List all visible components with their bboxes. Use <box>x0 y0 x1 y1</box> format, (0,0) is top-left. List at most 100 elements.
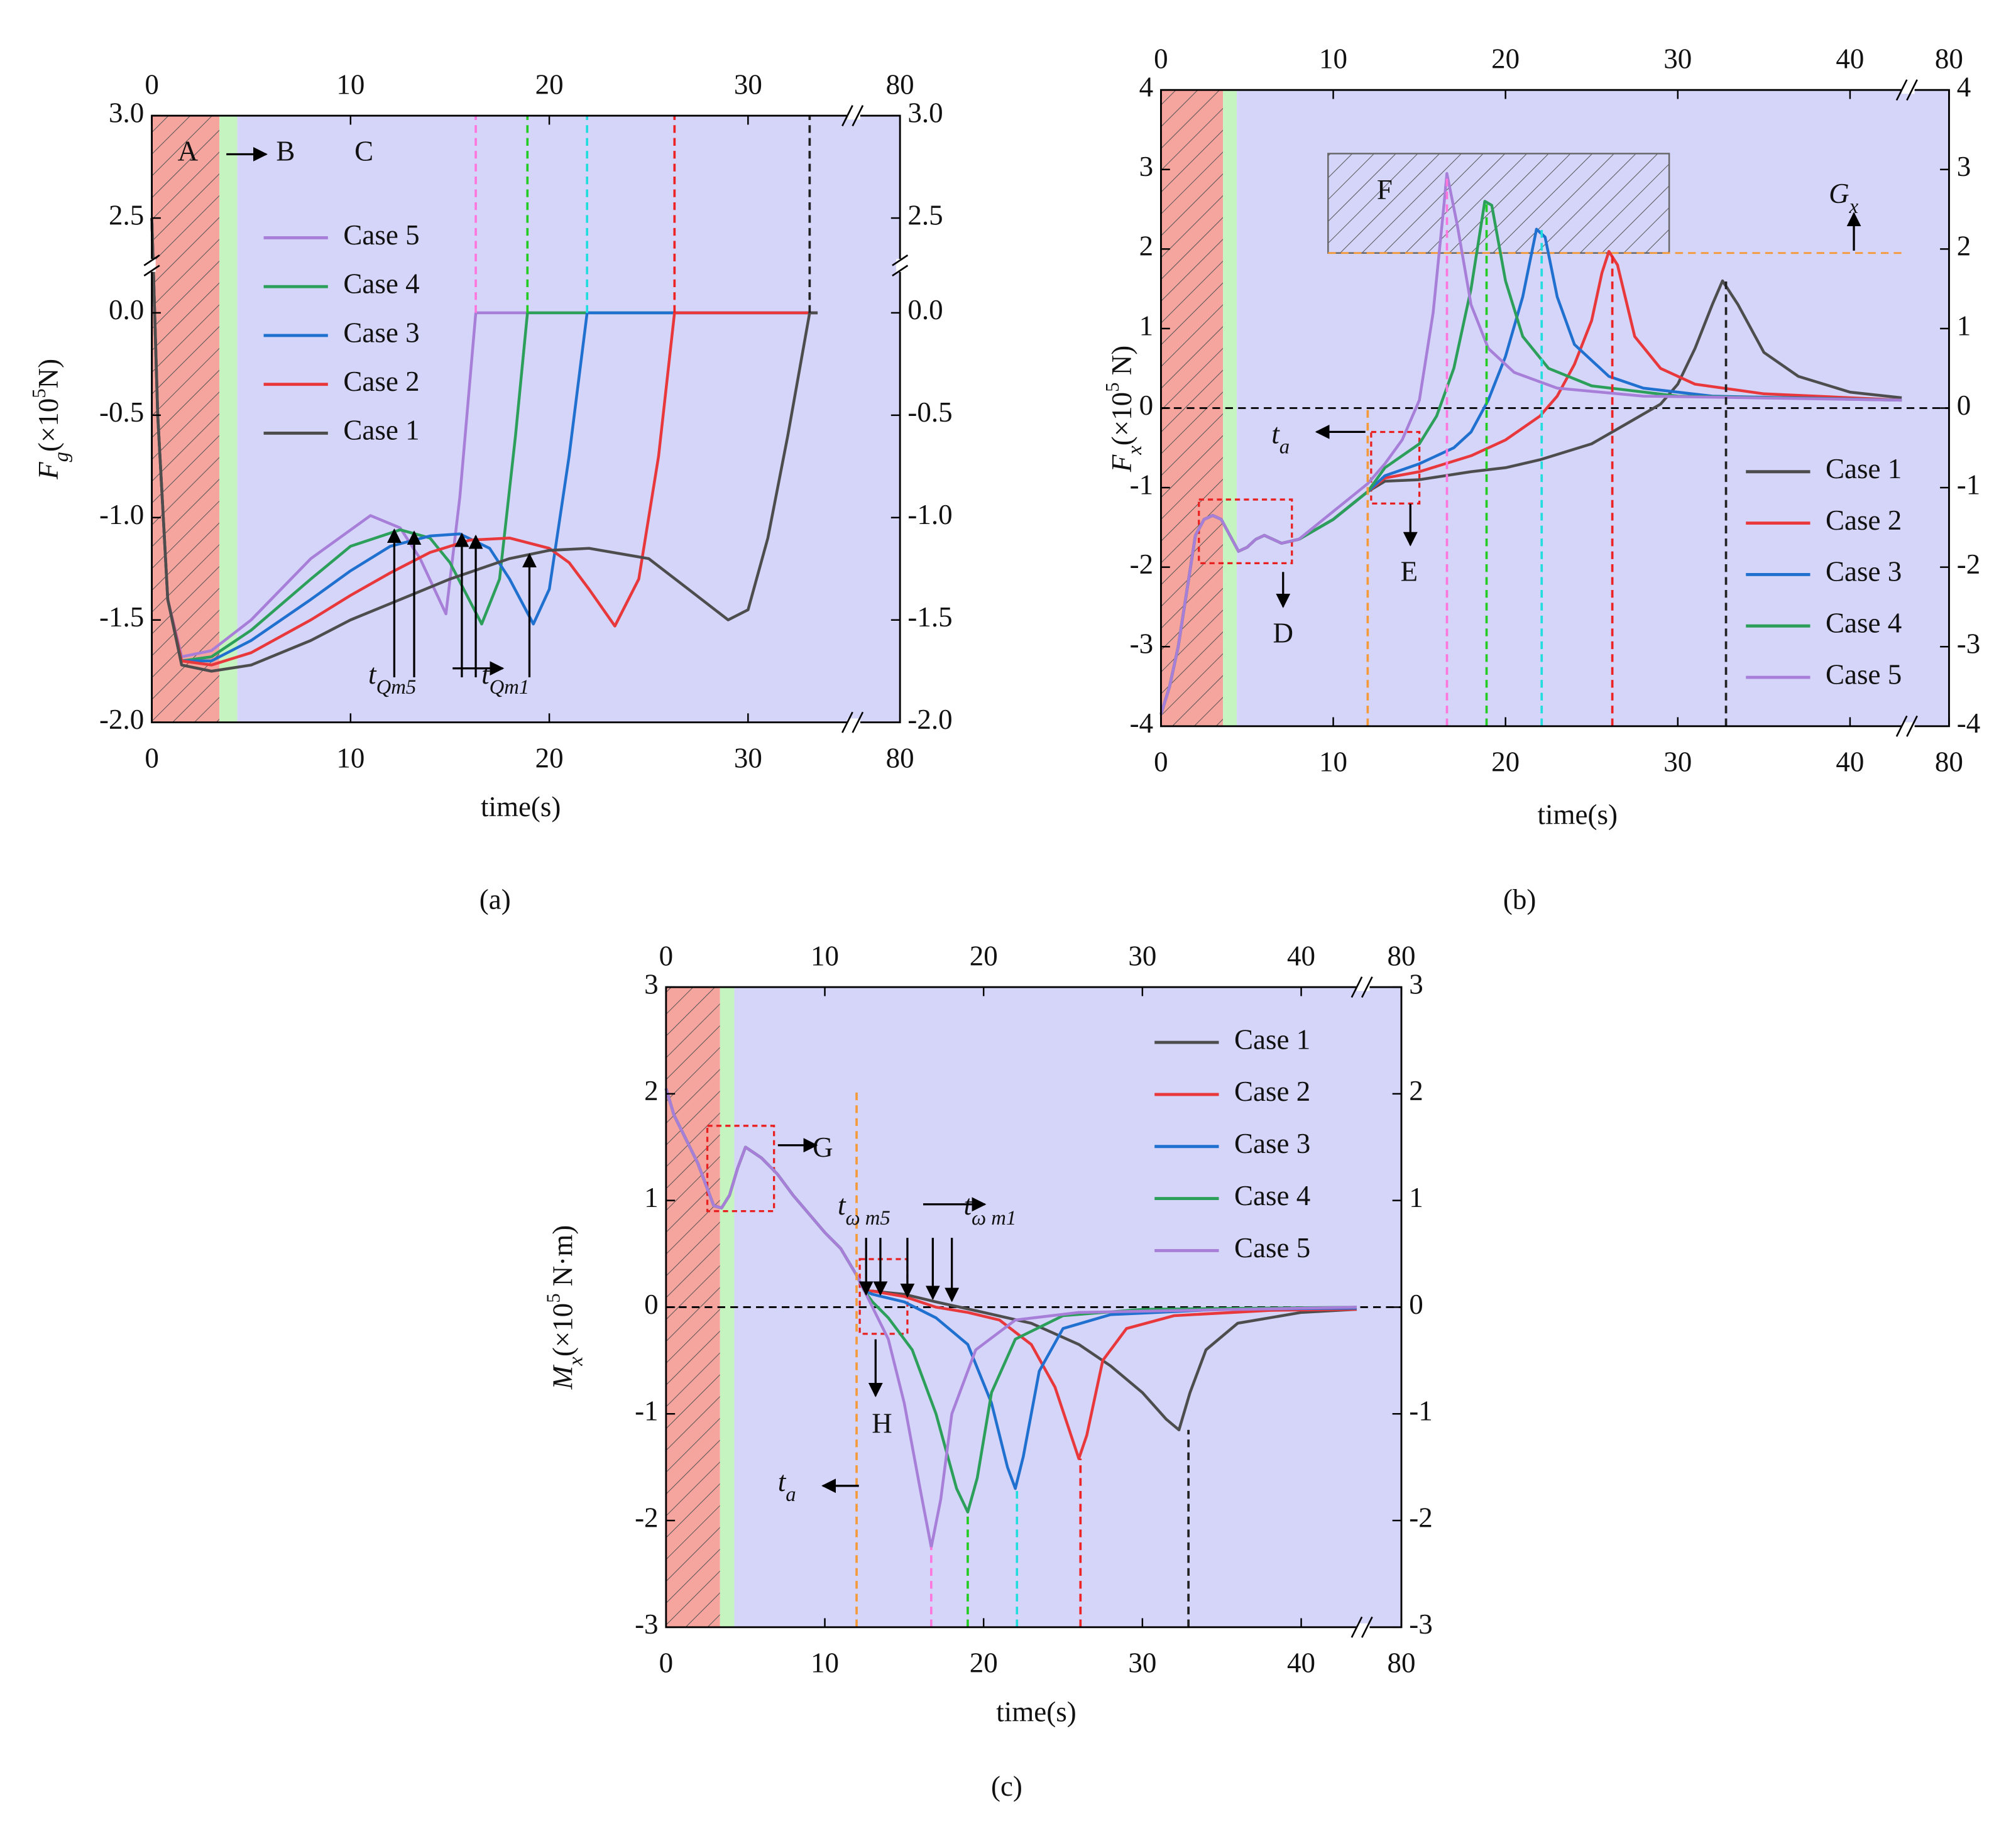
text-part: D <box>1273 618 1294 649</box>
x-tick-label-top: 80 <box>1935 43 1963 75</box>
x-tick-label: 40 <box>1287 1647 1315 1679</box>
legend-label: Case 3 <box>1826 556 1902 587</box>
text-part: g <box>50 452 73 462</box>
panel-label: (b) <box>1503 883 1536 915</box>
text-part: 5 <box>28 388 50 398</box>
text-part: N) <box>33 359 64 388</box>
annotation: H <box>872 1408 892 1439</box>
x-tick-label-top: 0 <box>145 68 159 100</box>
x-tick-label-top: 30 <box>1663 43 1692 75</box>
x-tick-label-top: 0 <box>659 940 674 971</box>
y-tick-label: 3 <box>644 968 659 1000</box>
y-tick-label: -2 <box>1130 549 1154 580</box>
y-tick-label-right: 2.5 <box>907 199 943 231</box>
axis-break <box>1350 1616 1363 1638</box>
x-tick-label-top: 40 <box>1287 940 1315 971</box>
x-tick-label: 10 <box>811 1647 839 1679</box>
y-tick-label-right: 1 <box>1409 1182 1423 1213</box>
x-tick-label-top: 10 <box>336 68 364 100</box>
text-part: B <box>276 136 295 167</box>
x-tick-label: 40 <box>1836 746 1864 778</box>
text-part: C <box>354 136 373 167</box>
series-line <box>664 1088 1357 1549</box>
axis-break <box>841 711 853 733</box>
x-tick-label-top: 0 <box>1154 43 1168 75</box>
x-tick-label: 0 <box>145 742 159 773</box>
x-tick-label: 30 <box>734 742 762 773</box>
legend-label: Case 3 <box>1234 1128 1310 1159</box>
annotation: D <box>1273 618 1294 649</box>
legend-label: Case 5 <box>1234 1232 1310 1264</box>
y-tick-label: 3.0 <box>109 97 144 128</box>
axis-break <box>1906 715 1918 737</box>
plot <box>150 116 901 723</box>
y-tick-label: 1 <box>644 1182 659 1213</box>
x-tick-label: 0 <box>1154 746 1168 778</box>
x-tick-label: 80 <box>886 742 914 773</box>
y-tick-label-right: 0.0 <box>907 294 943 325</box>
text-part: (×10 <box>1106 392 1137 445</box>
y-tick-label: 0.0 <box>109 294 144 325</box>
x-tick-label: 30 <box>1128 1647 1156 1679</box>
annotation: F <box>1377 174 1393 205</box>
annotation: tω m1 <box>963 1189 1016 1229</box>
legend-label: Case 1 <box>1234 1024 1310 1055</box>
y-tick-label-right: -1 <box>1409 1395 1433 1427</box>
region-hatch <box>151 116 220 723</box>
y-tick-label-right: -1.0 <box>907 499 952 530</box>
x-tick-label-top: 30 <box>1128 940 1156 971</box>
annotation: A <box>178 136 199 167</box>
x-tick-label: 0 <box>659 1647 674 1679</box>
y-tick-label: -3 <box>1130 628 1154 660</box>
x-tick-label: 10 <box>336 742 364 773</box>
panel-label: (c) <box>991 1771 1022 1802</box>
region <box>219 116 238 723</box>
y-tick-label-right: -2 <box>1409 1502 1433 1533</box>
region <box>720 987 735 1627</box>
annotation: tω m5 <box>838 1189 890 1229</box>
text-part: t <box>481 658 490 690</box>
y-tick-label-right: 4 <box>1957 72 1971 103</box>
x-tick-label: 20 <box>1491 746 1520 778</box>
y-tick-label: -2.0 <box>99 704 144 735</box>
annotation: G <box>813 1132 833 1163</box>
x-tick-label-top: 30 <box>734 68 762 100</box>
y-tick-label-right: 2 <box>1409 1075 1423 1106</box>
legend-label: Case 1 <box>343 415 419 446</box>
text-part: N) <box>1106 346 1137 383</box>
y-tick-label: 3 <box>1139 151 1154 182</box>
text-part: F <box>1106 454 1137 472</box>
legend-label: Case 1 <box>1826 453 1902 484</box>
text-part: t <box>838 1189 846 1221</box>
x-tick-label: 80 <box>1387 1647 1415 1679</box>
axis-break <box>1895 79 1908 101</box>
y-tick-label-right: 3 <box>1957 151 1971 182</box>
annotation: B <box>276 136 295 167</box>
y-tick-label: 2 <box>644 1075 659 1106</box>
annotation: tQm1 <box>481 658 529 698</box>
y-tick-label: 2 <box>1139 231 1154 262</box>
annotation: ta <box>1271 418 1290 458</box>
legend-label: Case 2 <box>343 366 419 397</box>
text-part: H <box>872 1408 892 1439</box>
text-part: ω m1 <box>972 1206 1016 1229</box>
text-part: a <box>1279 435 1290 458</box>
x-axis-label: time(s) <box>1538 799 1618 830</box>
y-tick-label-right: 2 <box>1957 231 1971 262</box>
text-part: (×10 <box>547 1303 579 1357</box>
y-tick-label-right: -2.0 <box>907 704 952 735</box>
y-tick-label-right: -1 <box>1957 469 1981 500</box>
legend-label: Case 4 <box>343 268 419 300</box>
y-tick-label-right: 0 <box>1409 1289 1423 1320</box>
legend-label: Case 5 <box>1826 658 1902 690</box>
y-tick-label: 4 <box>1139 72 1154 103</box>
text-part: ω m5 <box>846 1206 890 1229</box>
text-part: Qm5 <box>376 676 417 699</box>
y-tick-label-right: -2 <box>1957 549 1981 580</box>
y-tick-label: -3 <box>635 1608 659 1640</box>
text-part: Qm1 <box>490 676 530 699</box>
legend-label: Case 5 <box>343 219 419 251</box>
legend-label: Case 2 <box>1234 1076 1310 1107</box>
y-tick-label-right: -1.5 <box>907 601 952 633</box>
y-tick-label: -1.0 <box>99 499 144 530</box>
